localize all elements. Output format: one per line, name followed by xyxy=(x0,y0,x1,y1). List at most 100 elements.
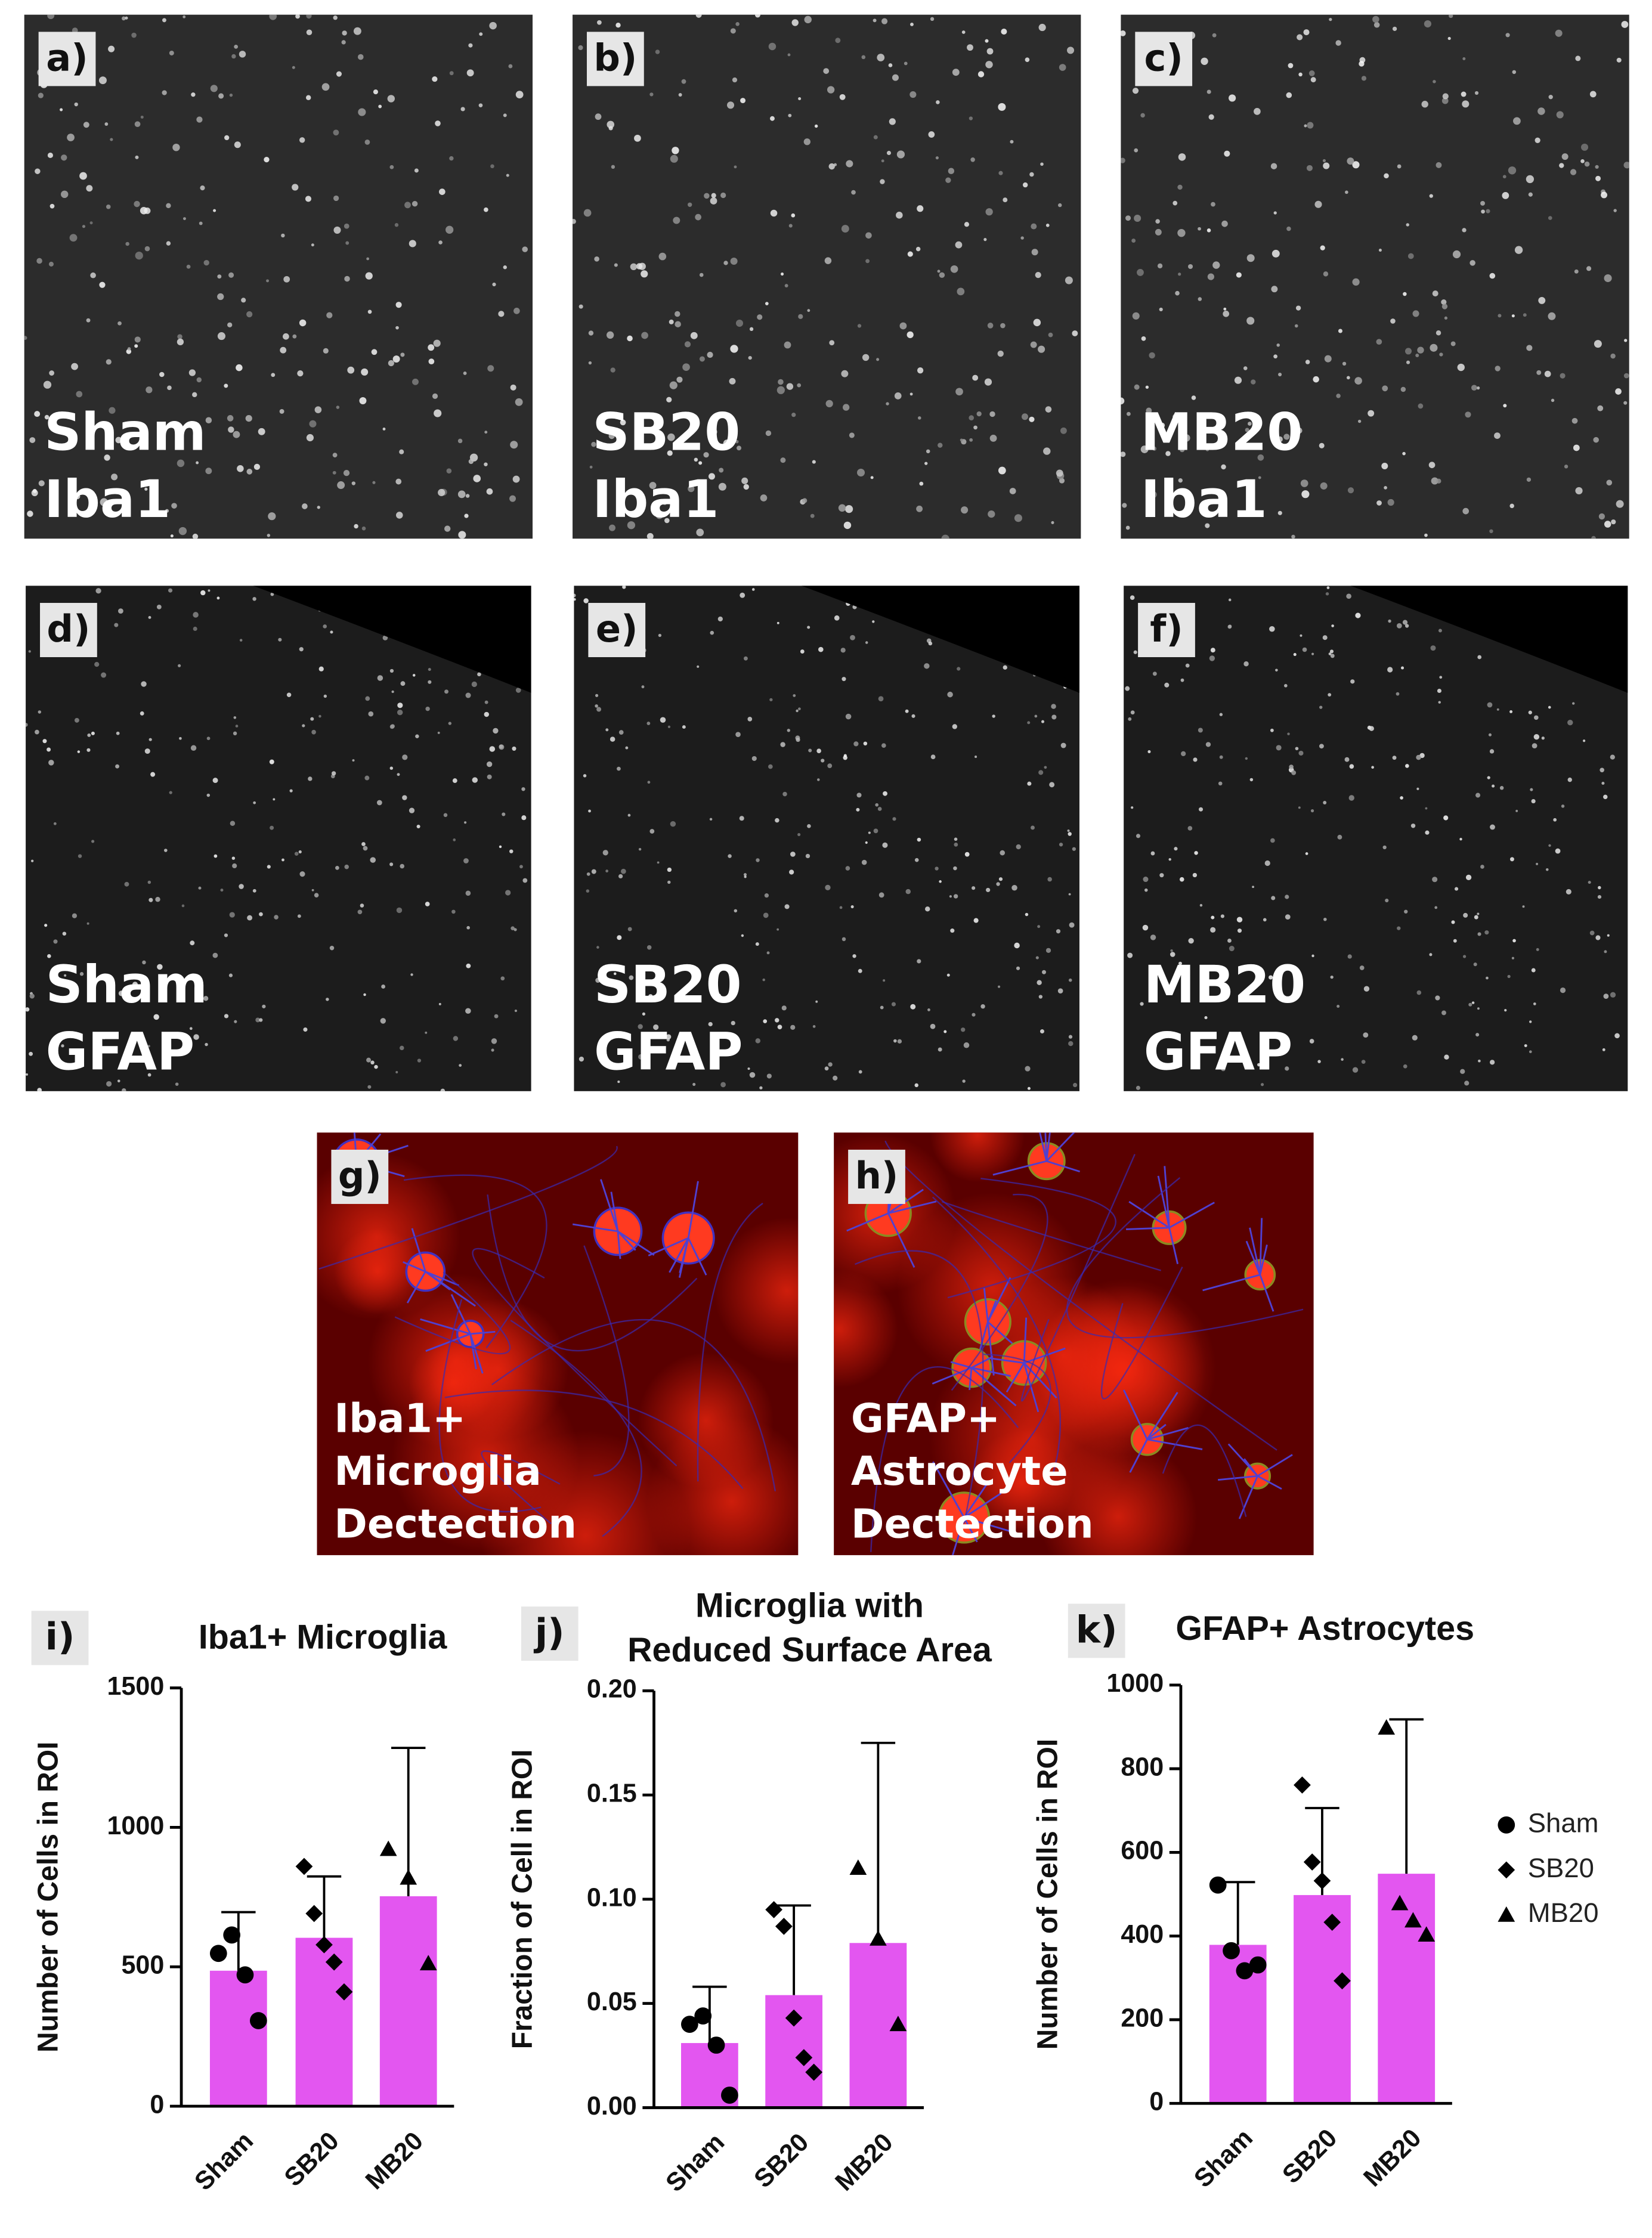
speckle xyxy=(862,354,870,361)
speckle xyxy=(976,411,982,417)
speckle xyxy=(856,468,865,477)
speckle xyxy=(1237,928,1242,933)
speckle xyxy=(827,763,833,769)
speckle xyxy=(682,363,690,371)
speckle xyxy=(1051,521,1054,524)
speckle xyxy=(117,321,122,326)
speckle xyxy=(239,639,243,642)
outline xyxy=(583,1245,630,1476)
y-tick-label: 0.00 xyxy=(587,2092,637,2121)
speckle xyxy=(1319,705,1323,709)
speckle xyxy=(1533,734,1540,740)
speckle xyxy=(889,118,896,125)
speckle xyxy=(1038,995,1043,999)
speckle xyxy=(1257,1063,1261,1067)
speckle xyxy=(299,137,305,143)
y-axis-label: Fraction of Cell in ROI xyxy=(506,1750,538,2050)
speckle xyxy=(770,116,775,121)
speckle xyxy=(667,433,675,441)
speckle xyxy=(166,241,171,246)
speckle xyxy=(1369,726,1374,731)
speckle xyxy=(618,874,623,879)
speckle xyxy=(610,736,615,742)
speckle xyxy=(494,1014,499,1019)
speckle xyxy=(627,521,636,530)
speckle xyxy=(964,222,970,227)
speckle xyxy=(246,311,253,318)
speckle xyxy=(1134,384,1140,390)
speckle xyxy=(735,320,744,327)
speckle xyxy=(1477,655,1482,660)
speckle xyxy=(1033,318,1041,327)
speckle xyxy=(717,616,723,622)
outline xyxy=(1020,1154,1136,1402)
speckle xyxy=(1272,249,1280,258)
y-axis-label: Number of Cells in ROI xyxy=(1032,1739,1063,2050)
speckle xyxy=(605,869,609,873)
speckle xyxy=(886,402,889,405)
speckle xyxy=(1452,250,1461,259)
speckle xyxy=(986,887,991,893)
point xyxy=(1391,1895,1409,1911)
speckle xyxy=(309,420,317,428)
speckle xyxy=(1603,993,1609,999)
speckle xyxy=(521,815,527,821)
speckle xyxy=(1188,264,1193,270)
speckle xyxy=(1245,757,1248,760)
process xyxy=(1045,1132,1075,1162)
speckle xyxy=(1373,21,1380,28)
speckle xyxy=(734,165,737,169)
panel-letter-box xyxy=(331,1149,389,1204)
speckle xyxy=(512,746,516,751)
speckle xyxy=(755,942,759,946)
speckle xyxy=(206,736,211,741)
speckle xyxy=(977,71,985,78)
speckle xyxy=(916,505,923,512)
speckle xyxy=(1284,684,1288,688)
process xyxy=(1045,1132,1051,1162)
speckle xyxy=(82,225,86,228)
point xyxy=(707,2036,725,2054)
speckle xyxy=(1031,825,1035,830)
speckle xyxy=(1425,807,1428,810)
speckle xyxy=(1056,929,1061,934)
speckle xyxy=(667,725,671,728)
speckle xyxy=(1207,273,1214,280)
outline xyxy=(403,1174,547,1349)
process xyxy=(1168,1227,1179,1264)
speckle xyxy=(961,30,966,34)
speckle xyxy=(1594,340,1602,348)
speckle xyxy=(1152,446,1157,451)
speckle xyxy=(595,694,599,697)
speckle xyxy=(512,475,520,483)
speckle xyxy=(1038,23,1046,32)
speckle xyxy=(1443,815,1449,821)
outline xyxy=(481,1450,561,1525)
speckle xyxy=(1415,353,1419,357)
speckle xyxy=(364,140,370,145)
speckle xyxy=(1474,91,1479,95)
speckle xyxy=(1623,373,1629,379)
speckle xyxy=(1376,339,1382,345)
speckle xyxy=(957,287,965,296)
speckle xyxy=(1544,370,1551,377)
glow xyxy=(1039,1437,1198,1555)
speckle xyxy=(1229,94,1236,102)
speckle xyxy=(224,1014,229,1019)
speckle xyxy=(1604,521,1611,528)
speckle xyxy=(357,909,363,915)
speckle xyxy=(484,431,488,434)
speckle xyxy=(1598,513,1605,520)
speckle xyxy=(625,746,629,750)
speckle xyxy=(1347,157,1354,165)
speckle xyxy=(187,1039,190,1042)
speckle xyxy=(1149,352,1155,359)
speckle xyxy=(807,824,811,828)
speckle xyxy=(732,77,738,83)
speckle xyxy=(1437,688,1441,694)
speckle xyxy=(818,646,824,652)
speckle xyxy=(1178,273,1181,276)
speckle xyxy=(775,1018,779,1023)
point xyxy=(1313,1872,1331,1890)
speckle xyxy=(367,309,372,314)
